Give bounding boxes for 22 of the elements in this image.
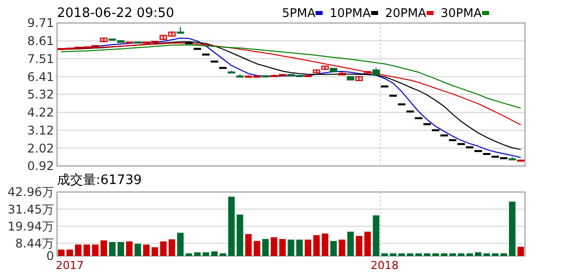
y-tick-label: 8.61 (27, 34, 54, 48)
x-tick-label: 2018 (370, 259, 399, 272)
y-tick-label: 3.12 (27, 123, 54, 138)
y-tick-label: 8.44万 (15, 236, 54, 251)
y-tick-label: 5.32 (27, 88, 54, 102)
y-tick-label: 4.22 (27, 106, 54, 120)
legend-label: 20PMA (385, 6, 427, 20)
legend-label: 10PMA (330, 6, 372, 20)
x-tick-label: 2017 (56, 259, 84, 272)
legend-label: 30PMA (440, 6, 482, 20)
chart-title: 成交量:61739 (57, 172, 142, 188)
y-tick-label: 31.45万 (8, 202, 54, 216)
legend-label: 5PMA (282, 6, 316, 20)
y-tick-label: 0.92 (27, 159, 54, 174)
y-tick-label: 7.51 (27, 52, 54, 66)
y-tick-label: 0 (46, 249, 54, 264)
y-tick-label: 19.94万 (8, 219, 54, 234)
y-tick-label: 9.71 (27, 16, 54, 30)
y-tick-label: 42.96万 (8, 185, 54, 200)
chart-title: 2018-06-22 09:50 (57, 6, 174, 21)
y-tick-label: 2.02 (27, 141, 54, 156)
y-tick-label: 6.41 (27, 70, 54, 84)
